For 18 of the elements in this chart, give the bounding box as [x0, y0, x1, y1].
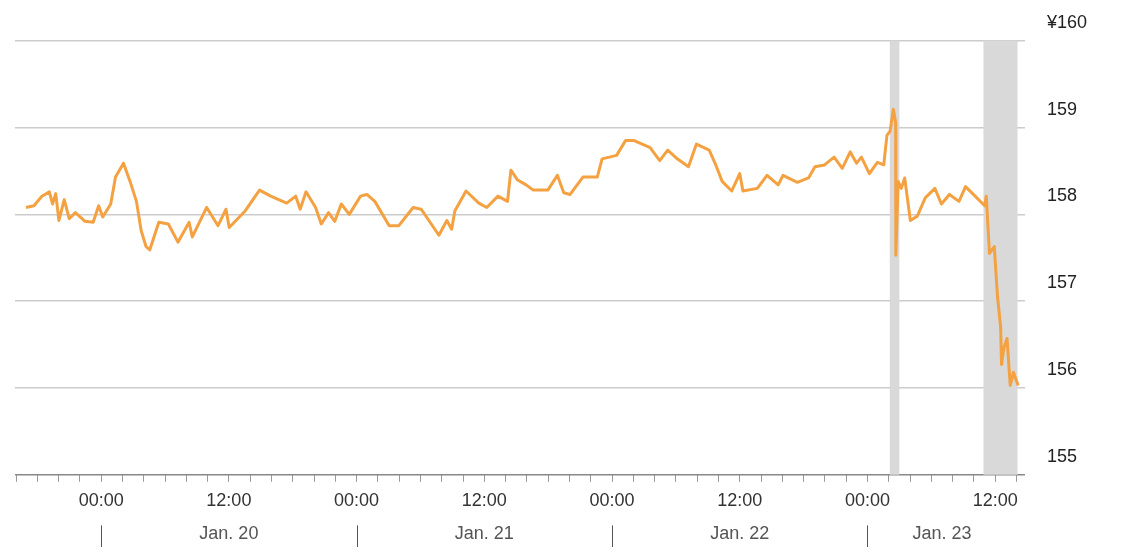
y-tick-label: ¥160: [1045, 11, 1087, 32]
x-tick-label: 12:00: [717, 489, 763, 510]
x-tick-label: 12:00: [972, 489, 1018, 510]
x-tick-label: 12:00: [461, 489, 507, 510]
x2-tick-label: Jan. 23: [912, 523, 972, 544]
x2-tick-label: Jan. 21: [454, 523, 514, 544]
y-tick-label: 158: [1046, 185, 1077, 206]
x-tick-label: 00:00: [334, 489, 380, 510]
x2-tick-label: Jan. 20: [199, 523, 259, 544]
x-tick-label: 12:00: [206, 489, 252, 510]
y-tick-label: 159: [1046, 98, 1077, 119]
y-tick-label: 156: [1046, 358, 1077, 379]
x-tick-label: 00:00: [78, 489, 124, 510]
x-tick-label: 00:00: [589, 489, 635, 510]
y-tick-label: 155: [1046, 445, 1077, 466]
x2-tick-label: Jan. 22: [710, 523, 770, 544]
x-tick-label: 00:00: [844, 489, 890, 510]
y-tick-label: 157: [1046, 272, 1077, 293]
